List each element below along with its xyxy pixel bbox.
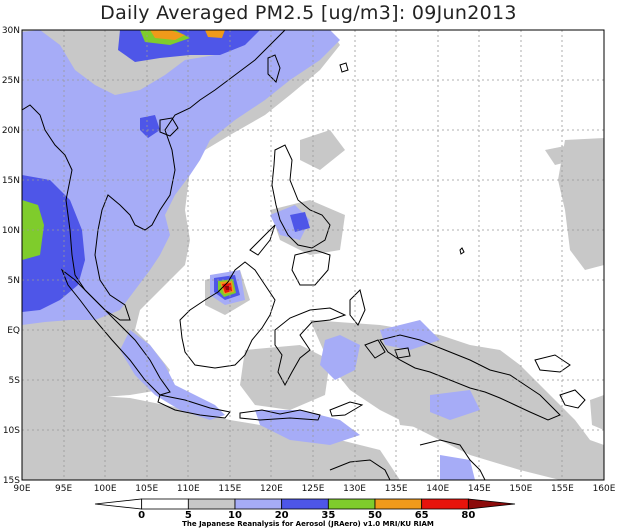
y-tick-label: EQ [7, 326, 20, 336]
colorbar-segment [374, 498, 423, 510]
credit-text: The Japanese Reanalysis for Aerosol (JRA… [182, 520, 434, 528]
colorbar-segment [234, 498, 283, 510]
y-axis-labels: 30N 25N 20N 15N 10N 5N EQ 5S 10S 15S [2, 26, 20, 486]
y-tick-label: 10S [3, 426, 20, 436]
x-tick-label: 95E [55, 484, 72, 494]
colorbar-segment [141, 498, 189, 510]
dark-red-hotspot [225, 286, 229, 290]
x-tick-label: 105E [135, 484, 158, 494]
colorbar-label: 65 [415, 510, 429, 521]
x-tick-label: 150E [509, 484, 532, 494]
plot-frame [21, 29, 605, 481]
y-tick-label: 5N [8, 276, 20, 286]
colorbar-label: 0 [138, 510, 145, 521]
x-tick-label: 90E [13, 484, 30, 494]
y-tick-label: 10N [2, 226, 20, 236]
y-tick-label: 15S [3, 476, 20, 486]
grid-lines [22, 30, 604, 480]
colorbar-label: 10 [228, 510, 242, 521]
colorbar-segment [281, 498, 329, 510]
x-tick-label: 115E [218, 484, 241, 494]
colorbar-label: 80 [461, 510, 475, 521]
colorbar-segment [94, 498, 143, 510]
x-tick-label: 100E [94, 484, 117, 494]
colorbar-label: 50 [368, 510, 382, 521]
x-tick-label: 135E [385, 484, 408, 494]
colorbar-segment [187, 498, 236, 510]
x-tick-label: 130E [343, 484, 366, 494]
colorbar-label: 20 [275, 510, 289, 521]
light-blue-shading [22, 30, 480, 480]
colorbar-segment [421, 498, 469, 510]
y-tick-label: 5S [9, 376, 21, 386]
y-tick-label: 30N [2, 26, 20, 36]
x-tick-label: 120E [260, 484, 283, 494]
colorbar-segment [327, 498, 376, 510]
y-tick-label: 25N [2, 76, 20, 86]
colorbar-label: 5 [185, 510, 192, 521]
colorbar-label: 35 [321, 510, 335, 521]
x-tick-label: 125E [302, 484, 325, 494]
x-axis-labels: 90E 95E 100E 105E 110E 115E 120E 125E 130E 135E 14… [13, 484, 615, 494]
x-tick-label: 140E [426, 484, 449, 494]
y-tick-label: 15N [2, 176, 20, 186]
concentration-fields [22, 30, 604, 480]
y-tick-label: 20N [2, 126, 20, 136]
x-tick-label: 110E [177, 484, 200, 494]
x-tick-label: 160E [593, 484, 616, 494]
coastlines [22, 30, 586, 480]
x-tick-label: 155E [551, 484, 574, 494]
colorbar: 0 5 10 20 35 50 65 80 [94, 498, 516, 521]
x-tick-label: 145E [468, 484, 491, 494]
map-title: Daily Averaged PM2.5 [ug/m3]: 09Jun2013 [100, 2, 517, 24]
colorbar-segment [467, 498, 516, 510]
